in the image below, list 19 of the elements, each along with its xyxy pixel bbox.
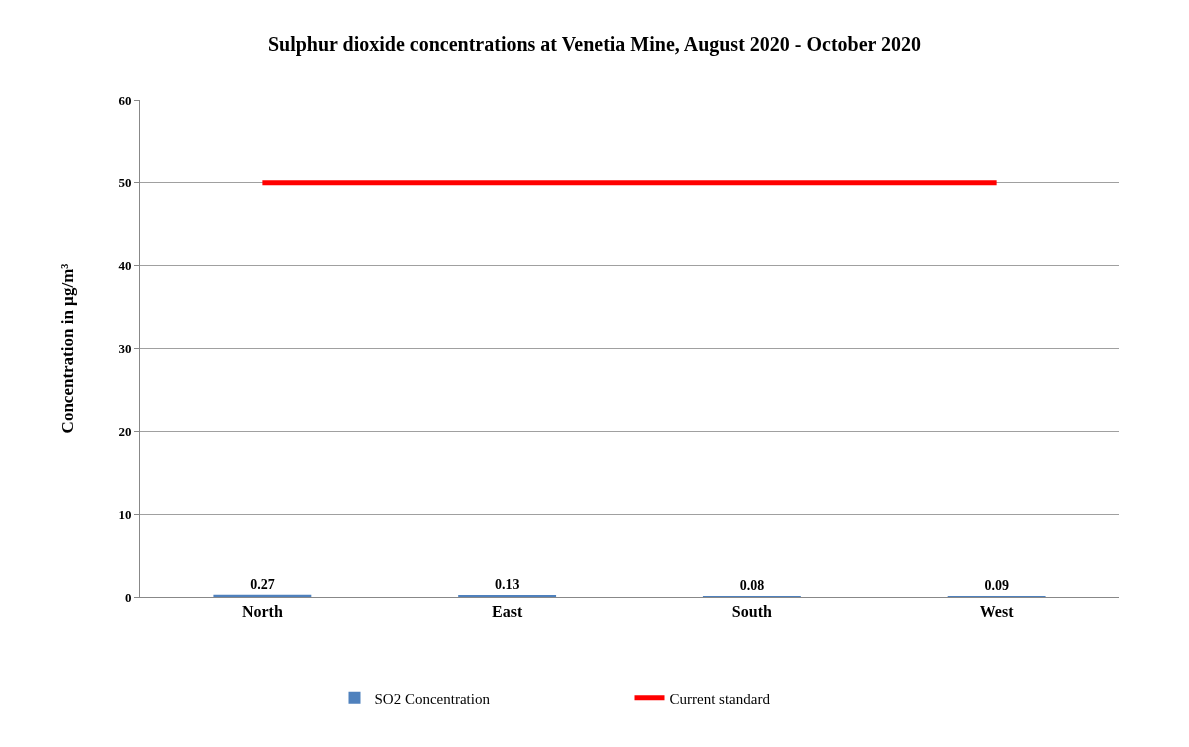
legend-label: SO2 Concentration <box>374 690 491 707</box>
data-label: 0.09 <box>984 578 1009 593</box>
y-axis-title: Concentration in µg/m³ <box>57 263 77 434</box>
chart-title: Sulphur dioxide concentrations at Venetia Mine, August 2020 - October 2020 <box>267 33 922 57</box>
y-tick-label: 40 <box>118 258 132 274</box>
legend-label: Current standard <box>669 690 771 707</box>
y-tick-label: 20 <box>118 423 132 439</box>
data-label: 0.27 <box>250 576 275 592</box>
y-tick-label: 50 <box>118 175 132 191</box>
x-tick-label: North <box>241 603 283 621</box>
y-tick-label: 30 <box>118 341 132 357</box>
data-label: 0.13 <box>494 577 520 592</box>
x-tick-label: West <box>979 603 1015 621</box>
x-tick-label: South <box>731 603 772 621</box>
y-tick-label: 10 <box>118 506 132 522</box>
data-label: 0.08 <box>739 578 765 593</box>
y-tick-label: 0 <box>124 589 132 605</box>
y-tick-label: 60 <box>118 92 132 108</box>
x-tick-label: East <box>492 603 523 621</box>
